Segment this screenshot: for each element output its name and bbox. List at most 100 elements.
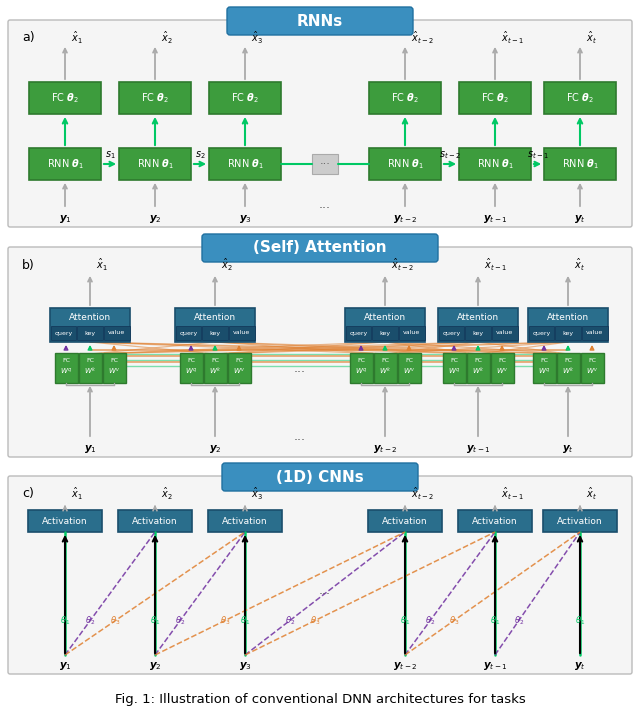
Text: $\boldsymbol{y}_1$: $\boldsymbol{y}_1$	[59, 213, 72, 225]
Text: (Self) Attention: (Self) Attention	[253, 241, 387, 255]
Text: $s_2$: $s_2$	[195, 149, 205, 161]
Text: FC: FC	[381, 358, 389, 363]
Text: $\hat{x}_1$: $\hat{x}_1$	[71, 30, 83, 46]
Text: $\theta_2$: $\theta_2$	[514, 614, 524, 627]
FancyBboxPatch shape	[202, 234, 438, 262]
Bar	[557, 353, 579, 383]
Bar	[369, 82, 441, 114]
Text: query: query	[179, 330, 198, 335]
Bar	[119, 148, 191, 180]
Text: $\hat{x}_3$: $\hat{x}_3$	[251, 30, 263, 46]
Bar	[543, 510, 617, 532]
Text: $\boldsymbol{y}_{t-2}$: $\boldsymbol{y}_{t-2}$	[393, 213, 417, 225]
Bar	[372, 326, 398, 340]
Bar	[580, 353, 604, 383]
Text: $W^v$: $W^v$	[586, 366, 598, 376]
Text: $\hat{x}_{t-1}$: $\hat{x}_{t-1}$	[501, 486, 524, 502]
Text: $\boldsymbol{y}_t$: $\boldsymbol{y}_t$	[574, 213, 586, 225]
Bar	[54, 353, 77, 383]
Text: $\hat{x}_{t-1}$: $\hat{x}_{t-1}$	[501, 30, 524, 46]
Text: Attention: Attention	[457, 314, 499, 322]
Bar	[374, 353, 397, 383]
Text: b): b)	[22, 259, 35, 272]
Text: FC $\boldsymbol{\theta}_2$: FC $\boldsymbol{\theta}_2$	[481, 91, 509, 105]
Bar	[29, 82, 101, 114]
Bar	[544, 148, 616, 180]
Text: FC: FC	[187, 358, 195, 363]
Text: FC: FC	[235, 358, 243, 363]
Text: query: query	[442, 330, 460, 335]
Bar	[229, 326, 255, 340]
Text: Activation: Activation	[472, 516, 518, 526]
FancyBboxPatch shape	[8, 20, 632, 227]
Text: FC: FC	[357, 358, 365, 363]
Bar	[79, 353, 102, 383]
Text: FC: FC	[498, 358, 506, 363]
FancyBboxPatch shape	[8, 247, 632, 457]
Text: query: query	[532, 330, 550, 335]
Bar	[368, 510, 442, 532]
Text: $\hat{x}_t$: $\hat{x}_t$	[586, 486, 597, 502]
Bar	[490, 353, 513, 383]
Text: $W^v$: $W^v$	[233, 366, 245, 376]
Text: $W^k$: $W^k$	[379, 366, 391, 376]
Text: $W^k$: $W^k$	[562, 366, 574, 376]
Bar	[345, 308, 425, 342]
Bar	[459, 82, 531, 114]
Text: FC: FC	[474, 358, 482, 363]
Bar	[458, 510, 532, 532]
Text: FC: FC	[211, 358, 219, 363]
Text: Activation: Activation	[132, 516, 178, 526]
Text: $\theta_2$: $\theta_2$	[425, 614, 435, 627]
Text: $\boldsymbol{y}_3$: $\boldsymbol{y}_3$	[239, 660, 252, 672]
Text: $\boldsymbol{y}_2$: $\boldsymbol{y}_2$	[148, 213, 161, 225]
Text: $\boldsymbol{y}_{t-2}$: $\boldsymbol{y}_{t-2}$	[393, 660, 417, 672]
Text: Activation: Activation	[557, 516, 603, 526]
Bar	[77, 326, 103, 340]
Text: (1D) CNNs: (1D) CNNs	[276, 469, 364, 485]
Text: $\theta_1$: $\theta_1$	[60, 614, 70, 627]
Bar	[582, 326, 607, 340]
Text: $\theta_1$: $\theta_1$	[575, 614, 585, 627]
FancyBboxPatch shape	[227, 7, 413, 35]
Text: $s_1$: $s_1$	[105, 149, 115, 161]
Text: c): c)	[22, 487, 34, 500]
Text: $\theta_1$: $\theta_1$	[150, 614, 160, 627]
Text: Activation: Activation	[42, 516, 88, 526]
Bar	[438, 326, 464, 340]
Bar	[28, 510, 102, 532]
Text: $\boldsymbol{y}_{t-1}$: $\boldsymbol{y}_{t-1}$	[466, 443, 490, 455]
Text: query: query	[54, 330, 72, 335]
Text: $\theta_2$: $\theta_2$	[285, 614, 295, 627]
Text: key: key	[563, 330, 573, 335]
Text: Attention: Attention	[547, 314, 589, 322]
Text: value: value	[586, 330, 604, 335]
Text: FC: FC	[62, 358, 70, 363]
Bar	[532, 353, 556, 383]
Bar	[29, 148, 101, 180]
Text: $\hat{x}_3$: $\hat{x}_3$	[251, 486, 263, 502]
Text: $W^k$: $W^k$	[84, 366, 96, 376]
Text: $\boldsymbol{y}_{t-1}$: $\boldsymbol{y}_{t-1}$	[483, 660, 508, 672]
Text: $\hat{x}_1$: $\hat{x}_1$	[71, 486, 83, 502]
Bar	[528, 308, 608, 342]
Bar	[204, 353, 227, 383]
Bar	[175, 308, 255, 342]
Bar	[312, 154, 338, 174]
Text: RNN $\boldsymbol{\theta}_1$: RNN $\boldsymbol{\theta}_1$	[47, 157, 83, 171]
Text: $s_{t-1}$: $s_{t-1}$	[527, 149, 548, 161]
Bar	[119, 82, 191, 114]
Text: $W^k$: $W^k$	[209, 366, 221, 376]
Text: FC: FC	[110, 358, 118, 363]
Bar	[442, 353, 465, 383]
Bar	[467, 353, 490, 383]
Text: $W^v$: $W^v$	[403, 366, 415, 376]
Text: $\boldsymbol{y}_t$: $\boldsymbol{y}_t$	[562, 443, 574, 455]
Bar	[438, 308, 518, 342]
Text: FC: FC	[588, 358, 596, 363]
Bar	[209, 82, 281, 114]
Text: key: key	[472, 330, 484, 335]
Bar	[492, 326, 518, 340]
Text: $\theta_3$: $\theta_3$	[110, 614, 120, 627]
Bar	[349, 353, 372, 383]
